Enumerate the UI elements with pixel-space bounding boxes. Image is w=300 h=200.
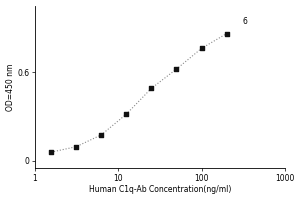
Point bbox=[174, 68, 179, 71]
Point bbox=[99, 133, 104, 136]
Point bbox=[49, 151, 54, 154]
Point bbox=[74, 145, 79, 148]
Point bbox=[224, 32, 229, 35]
X-axis label: Human C1q-Ab Concentration(ng/ml): Human C1q-Ab Concentration(ng/ml) bbox=[89, 185, 231, 194]
Point bbox=[124, 113, 129, 116]
Point bbox=[149, 87, 154, 90]
Text: 6: 6 bbox=[242, 17, 247, 26]
Y-axis label: OD=450 nm: OD=450 nm bbox=[6, 63, 15, 111]
Point bbox=[199, 47, 204, 50]
